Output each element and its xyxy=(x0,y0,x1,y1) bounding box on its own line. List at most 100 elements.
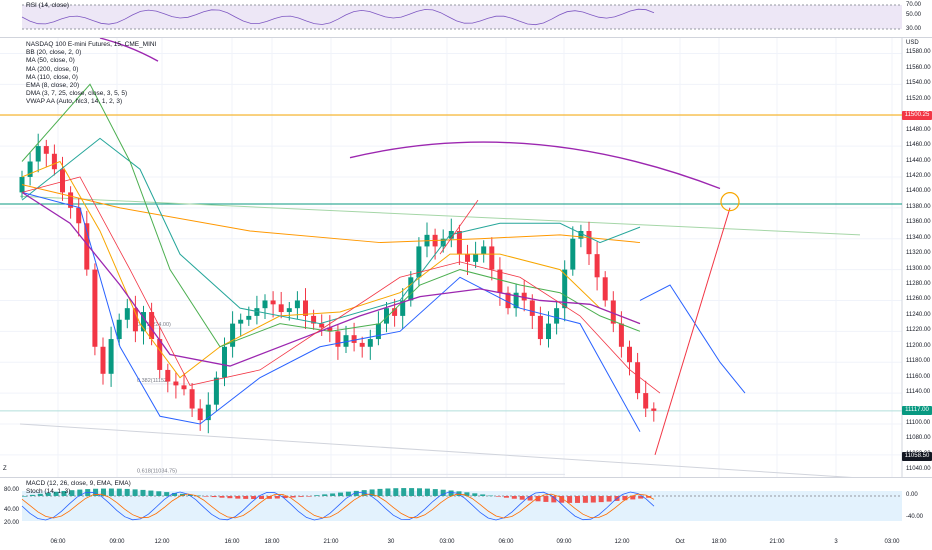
oscillator-plot xyxy=(21,488,902,521)
legend-dma[interactable]: DMA (3, 7, 25, close, close, 3, 5, 5) xyxy=(26,90,128,98)
price-tick: 11080.00 xyxy=(906,435,931,442)
price-tick: 11040.00 xyxy=(906,466,931,473)
candle xyxy=(635,362,641,394)
fib-label: 0.618(11034.75) xyxy=(137,468,177,474)
macd-histogram-bar xyxy=(559,496,565,503)
legend-ma110[interactable]: MA (110, close, 0) xyxy=(26,73,78,81)
candle xyxy=(554,308,560,324)
candle xyxy=(108,339,114,374)
candle xyxy=(246,315,252,320)
legend-macd[interactable]: MACD (12, 26, close, 9, EMA, EMA) xyxy=(26,480,131,487)
macd-histogram-bar xyxy=(338,492,343,496)
time-axis[interactable]: 06:00 09:00 12:00 16:00 18:00 21:00 30 03:00 06:… xyxy=(0,538,932,550)
price-tick: 11140.00 xyxy=(906,389,931,396)
price-tick: 11220.00 xyxy=(906,327,931,334)
price-tick: 11460.00 xyxy=(906,142,931,149)
time-label: 06:00 xyxy=(498,539,514,545)
rsi-pane[interactable]: RSI (14, close) 70.00 50.00 30.00 xyxy=(0,0,932,38)
macd-histogram-bar xyxy=(527,496,533,501)
price-tick: 11280.00 xyxy=(906,281,931,288)
time-label: 18:00 xyxy=(264,539,280,545)
candle xyxy=(68,192,74,208)
time-label: 16:00 xyxy=(224,539,240,545)
pane-separator-2[interactable] xyxy=(0,477,932,478)
macd-histogram-bar xyxy=(369,489,375,496)
macd-histogram-bar xyxy=(93,488,99,496)
legend-bb[interactable]: BB (20, close, 2, 0) xyxy=(26,49,82,57)
candle xyxy=(84,223,90,270)
fib-label: 0.382(11152) xyxy=(137,378,169,384)
ma-200-line xyxy=(21,184,641,244)
time-label: 18:00 xyxy=(711,539,727,545)
macd-histogram-bar xyxy=(219,496,225,498)
candle xyxy=(537,315,543,340)
osc-right-tick-0: 0.00 xyxy=(906,492,918,498)
candle xyxy=(400,300,406,316)
candle xyxy=(367,339,373,347)
macd-histogram-bar xyxy=(393,488,399,496)
price-pane[interactable]: 0.5(11224.00)0.382(11152)0.618(11034.75)… xyxy=(0,38,932,478)
price-tick: 11300.00 xyxy=(906,265,931,272)
symbol-title[interactable]: NASDAQ 100 E-mini Futures, 15, CME_MINI xyxy=(26,41,157,48)
candle xyxy=(416,246,422,278)
candle xyxy=(562,269,568,309)
candle xyxy=(100,346,106,374)
ma-50-line xyxy=(21,160,641,379)
candle xyxy=(189,389,195,409)
rsi-band xyxy=(22,5,902,29)
macd-histogram-bar xyxy=(116,488,122,496)
macd-histogram-bar xyxy=(164,492,170,496)
macd-histogram-bar xyxy=(61,490,67,496)
time-label: 12:00 xyxy=(614,539,630,545)
candle xyxy=(303,300,308,316)
pane-separator[interactable] xyxy=(0,37,932,38)
macd-histogram-bar xyxy=(266,496,272,499)
currency-label: USD xyxy=(906,40,919,46)
macd-histogram-bar xyxy=(274,496,280,499)
osc-left-tick-20: 20.00 xyxy=(4,520,20,526)
candle xyxy=(489,246,495,270)
macd-histogram-bar xyxy=(448,490,454,496)
macd-histogram-bar xyxy=(29,494,35,496)
macd-histogram-bar xyxy=(543,496,549,502)
legend-ema8[interactable]: EMA (8, close, 20) xyxy=(26,81,80,89)
time-label: 03:00 xyxy=(439,539,455,545)
macd-histogram-bar xyxy=(45,492,51,496)
price-badge: 11500.25 xyxy=(902,110,932,120)
candle xyxy=(610,300,616,324)
macd-histogram-bar xyxy=(401,488,407,496)
candle xyxy=(319,323,325,328)
bb-lower-line xyxy=(21,191,641,432)
candle xyxy=(27,161,33,177)
legend-stoch[interactable]: Stoch (14, 1, 3) xyxy=(26,488,71,496)
candle xyxy=(643,393,649,409)
candle xyxy=(578,230,584,239)
candle xyxy=(343,335,349,347)
legend-ma50[interactable]: MA (50, close, 0) xyxy=(26,57,75,65)
time-label: 21:00 xyxy=(769,539,785,545)
candle xyxy=(173,381,179,386)
macd-histogram-bar xyxy=(575,496,580,503)
candle xyxy=(51,153,57,170)
bb-upper-line xyxy=(21,137,641,325)
macd-histogram-bar xyxy=(345,491,351,496)
macd-histogram-bar xyxy=(251,496,257,500)
macd-histogram-bar xyxy=(101,488,106,496)
price-tick: 11560.00 xyxy=(906,64,931,71)
dma-line xyxy=(21,83,641,348)
osc-right-tick-neg40: -40.00 xyxy=(906,514,924,520)
trend-line-lower xyxy=(19,423,861,478)
candle xyxy=(149,312,155,340)
legend-ma200[interactable]: MA (200, close, 0) xyxy=(26,65,79,73)
candle xyxy=(294,300,300,309)
candle xyxy=(205,404,211,421)
forecast-arrow xyxy=(654,207,731,455)
oscillator-pane[interactable]: MACD (12, 26, close, 9, EMA, EMA) Stoch … xyxy=(0,478,932,538)
macd-histogram-bar xyxy=(322,494,328,496)
macd-histogram-bar xyxy=(259,496,264,499)
legend-vwap[interactable]: VWAP AA (Auto, hlc3, 14, 1, 2, 3) xyxy=(26,98,123,106)
macd-histogram-bar xyxy=(417,488,422,496)
macd-histogram-bar xyxy=(456,491,462,496)
candle xyxy=(132,308,138,332)
candle xyxy=(456,230,462,255)
